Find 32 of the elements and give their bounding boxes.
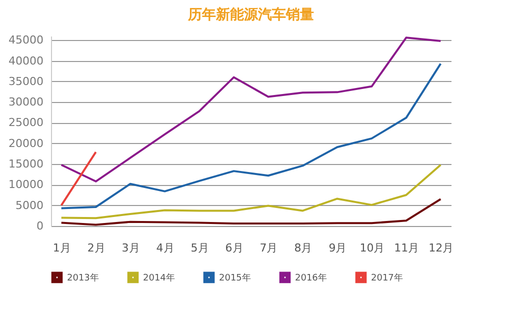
line-series (60, 62, 442, 210)
x-tick-label: 1月 (52, 242, 71, 254)
y-tick-label: 0 (36, 220, 44, 232)
legend-label: 2015年 (219, 272, 251, 284)
chart-title: 历年新能源汽车销量 (187, 6, 314, 24)
line-series (60, 36, 442, 182)
legend-label: 2016年 (295, 272, 327, 284)
y-tick-label: 25000 (8, 116, 44, 130)
x-tick-label: 10月 (360, 242, 385, 254)
y-tick-label: 45000 (8, 34, 44, 47)
x-tick-label: 2月 (87, 242, 106, 254)
x-tick-label: 5月 (190, 242, 209, 254)
x-tick-label: 11月 (394, 242, 420, 254)
line-series (60, 164, 442, 220)
y-tick-label: 20000 (8, 136, 44, 150)
y-tick-label: 15000 (8, 158, 44, 171)
x-tick-label: 12月 (428, 242, 454, 254)
x-tick-label: 4月 (156, 242, 174, 254)
y-tick-label: 5000 (16, 198, 44, 212)
x-tick-label: 6月 (225, 242, 244, 254)
y-tick-label: 10000 (8, 178, 44, 192)
y-tick-label: 35000 (8, 74, 44, 88)
legend-label: 2014年 (143, 272, 175, 284)
x-tick-label: 9月 (328, 242, 347, 254)
x-tick-label: 3月 (122, 242, 140, 254)
x-tick-label: 7月 (260, 242, 278, 254)
y-tick-label: 40000 (8, 54, 44, 68)
legend-label: 2017年 (371, 272, 403, 284)
y-tick-label: 30000 (8, 96, 44, 109)
x-tick-label: 8月 (294, 242, 312, 254)
line-series (60, 198, 442, 226)
legend-label: 2013年 (67, 272, 99, 284)
